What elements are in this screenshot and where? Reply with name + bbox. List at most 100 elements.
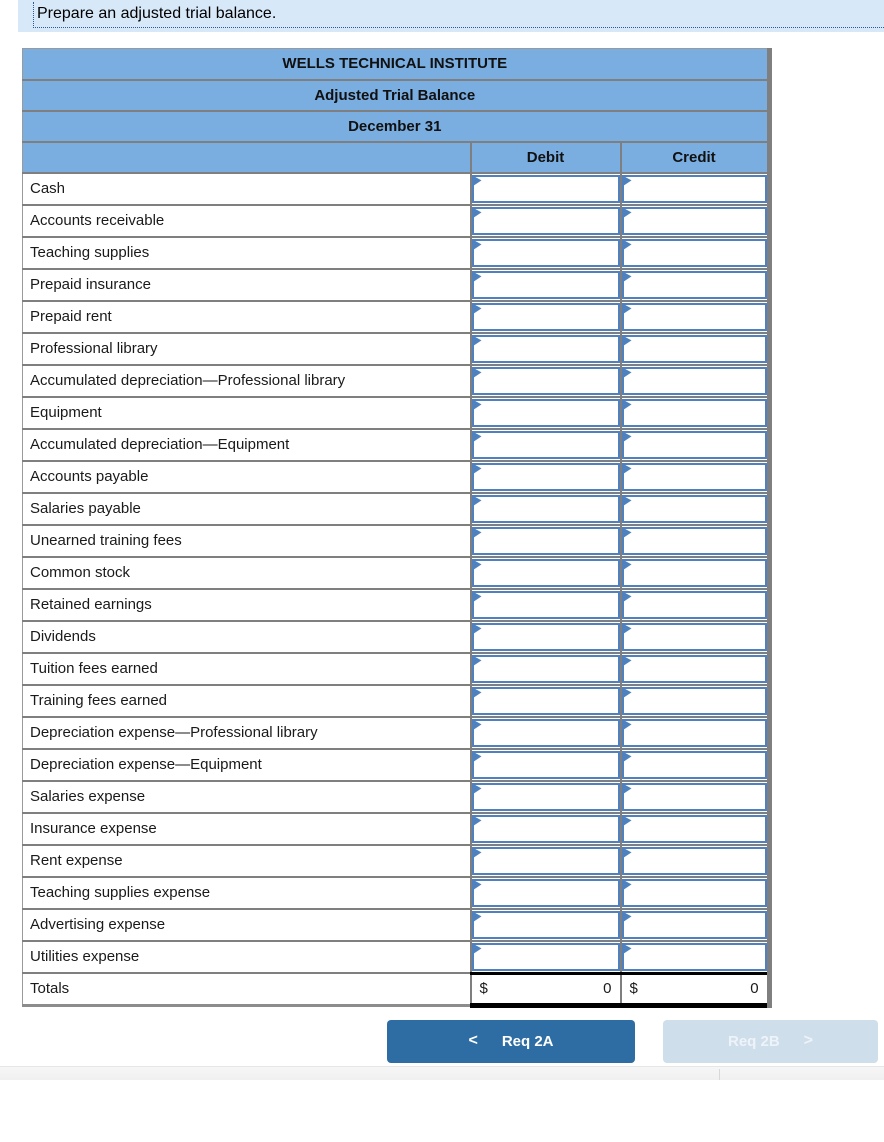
credit-input[interactable] xyxy=(621,270,767,299)
debit-input[interactable] xyxy=(471,334,620,363)
debit-input[interactable] xyxy=(471,558,620,587)
chevron-left-icon: < xyxy=(468,1032,478,1049)
cell-flag-icon xyxy=(622,463,632,475)
credit-input[interactable] xyxy=(621,622,767,651)
task-title: Prepare an adjusted trial balance. xyxy=(37,5,277,22)
credit-currency-symbol: $ xyxy=(629,980,638,997)
column-header-row: Debit Credit xyxy=(22,141,767,174)
account-row: Professional library xyxy=(22,332,767,366)
credit-input[interactable] xyxy=(621,590,767,619)
account-row: Common stock xyxy=(22,556,767,590)
credit-input[interactable] xyxy=(621,334,767,363)
debit-input[interactable] xyxy=(471,430,620,459)
credit-cell xyxy=(619,364,767,398)
debit-input[interactable] xyxy=(471,590,620,619)
account-row: Prepaid insurance xyxy=(22,268,767,302)
debit-cell xyxy=(469,300,621,334)
debit-cell xyxy=(469,908,621,942)
debit-input[interactable] xyxy=(471,206,620,235)
account-row: Insurance expense xyxy=(22,812,767,846)
credit-input[interactable] xyxy=(621,398,767,427)
footer-divider xyxy=(719,1068,720,1080)
debit-input[interactable] xyxy=(471,686,620,715)
debit-cell xyxy=(469,940,621,974)
account-row: Teaching supplies expense xyxy=(22,876,767,910)
debit-input[interactable] xyxy=(471,878,620,907)
credit-input[interactable] xyxy=(621,430,767,459)
totals-debit-value: 0 xyxy=(603,980,612,997)
cell-flag-icon xyxy=(472,559,482,571)
account-row: Accumulated depreciation—Equipment xyxy=(22,428,767,462)
debit-input[interactable] xyxy=(471,750,620,779)
credit-input[interactable] xyxy=(621,750,767,779)
cell-flag-icon xyxy=(622,207,632,219)
debit-input[interactable] xyxy=(471,910,620,939)
account-name: Salaries expense xyxy=(22,780,471,814)
debit-input[interactable] xyxy=(471,846,620,875)
cell-flag-icon xyxy=(622,239,632,251)
account-row: Accounts payable xyxy=(22,460,767,494)
cell-flag-icon xyxy=(472,911,482,923)
req-2a-button[interactable]: < Req 2A xyxy=(387,1019,635,1063)
debit-input[interactable] xyxy=(471,718,620,747)
credit-input[interactable] xyxy=(621,206,767,235)
credit-input[interactable] xyxy=(621,846,767,875)
debit-input[interactable] xyxy=(471,494,620,523)
credit-input[interactable] xyxy=(621,558,767,587)
account-row: Tuition fees earned xyxy=(22,652,767,686)
account-name: Training fees earned xyxy=(22,684,471,718)
cell-flag-icon xyxy=(622,559,632,571)
req-2a-label: Req 2A xyxy=(501,1032,554,1050)
debit-input[interactable] xyxy=(471,398,620,427)
credit-input[interactable] xyxy=(621,878,767,907)
debit-input[interactable] xyxy=(471,654,620,683)
credit-input[interactable] xyxy=(621,718,767,747)
debit-input[interactable] xyxy=(471,238,620,267)
credit-cell xyxy=(619,652,767,686)
credit-input[interactable] xyxy=(621,494,767,523)
credit-input[interactable] xyxy=(621,654,767,683)
debit-input[interactable] xyxy=(471,174,620,203)
debit-input[interactable] xyxy=(471,526,620,555)
debit-input[interactable] xyxy=(471,302,620,331)
debit-input[interactable] xyxy=(471,814,620,843)
totals-label: Totals xyxy=(22,973,471,1007)
credit-input[interactable] xyxy=(621,910,767,939)
credit-input[interactable] xyxy=(621,526,767,555)
cell-flag-icon xyxy=(622,431,632,443)
credit-input[interactable] xyxy=(621,302,767,331)
account-row: Rent expense xyxy=(22,844,767,878)
credit-input[interactable] xyxy=(621,366,767,395)
account-row: Training fees earned xyxy=(22,684,767,718)
account-name: Accumulated depreciation—Professional li… xyxy=(22,364,471,398)
credit-input[interactable] xyxy=(621,462,767,491)
credit-input[interactable] xyxy=(621,942,767,971)
debit-input[interactable] xyxy=(471,782,620,811)
cell-flag-icon xyxy=(622,719,632,731)
footer-bar xyxy=(0,1065,884,1080)
cell-flag-icon xyxy=(472,463,482,475)
debit-input[interactable] xyxy=(471,270,620,299)
credit-input[interactable] xyxy=(621,174,767,203)
cell-flag-icon xyxy=(472,879,482,891)
credit-input[interactable] xyxy=(621,814,767,843)
credit-cell xyxy=(619,236,767,270)
credit-input[interactable] xyxy=(621,238,767,267)
debit-input[interactable] xyxy=(471,622,620,651)
account-row: Depreciation expense—Professional librar… xyxy=(22,716,767,750)
debit-input[interactable] xyxy=(471,942,620,971)
cell-flag-icon xyxy=(472,719,482,731)
cell-flag-icon xyxy=(472,527,482,539)
debit-input[interactable] xyxy=(471,366,620,395)
debit-currency-symbol: $ xyxy=(479,980,488,997)
debit-cell xyxy=(469,780,621,814)
credit-cell xyxy=(619,684,767,718)
credit-cell xyxy=(619,876,767,910)
req-2b-button[interactable]: Req 2B > xyxy=(663,1019,878,1063)
account-name: Prepaid insurance xyxy=(22,268,471,302)
debit-cell xyxy=(469,876,621,910)
statement-date-row: December 31 xyxy=(22,110,767,143)
credit-input[interactable] xyxy=(621,782,767,811)
credit-input[interactable] xyxy=(621,686,767,715)
debit-input[interactable] xyxy=(471,462,620,491)
